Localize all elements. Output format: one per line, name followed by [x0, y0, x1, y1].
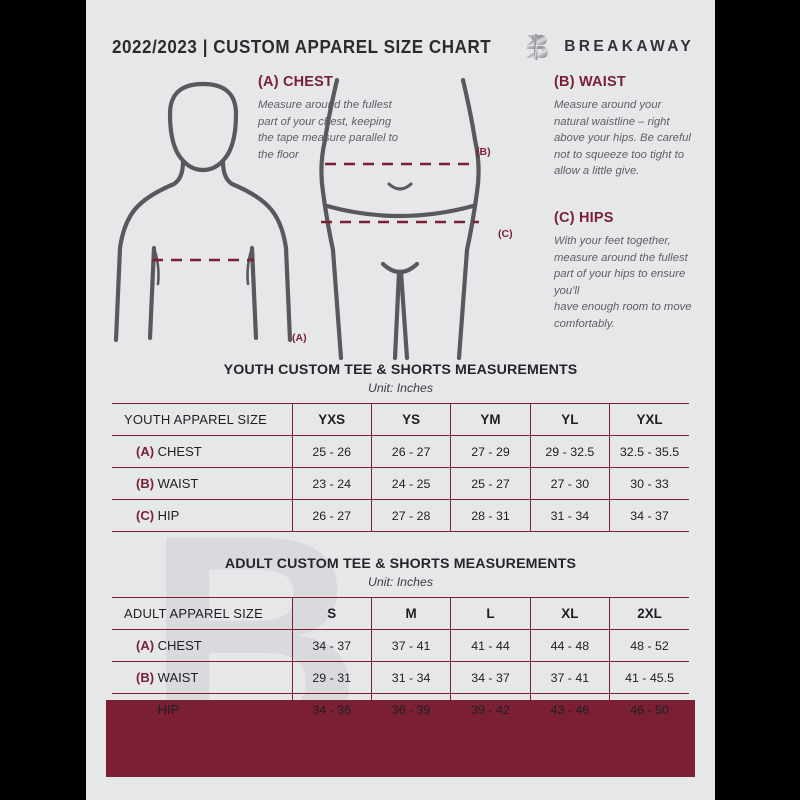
- adult-measurements-table: ADULT APPAREL SIZE S M L XL 2XL (A) CHEST 34 - …: [112, 597, 689, 726]
- measurement-tag: (B): [136, 476, 155, 491]
- youth-column-header-yxl: YXL: [609, 403, 689, 436]
- adult-column-header-m: M: [371, 597, 452, 630]
- measurement-value: 27 - 28: [371, 499, 452, 532]
- measurement-name: CHEST: [154, 444, 202, 459]
- measurement-value: 36 - 39: [371, 693, 452, 726]
- youth-table-unit: Unit: Inches: [368, 381, 433, 395]
- youth-column-header-ys: YS: [371, 403, 452, 436]
- measurement-value: 31 - 34: [530, 499, 611, 532]
- measurement-value: 30 - 33: [609, 467, 689, 500]
- callout-chest: (A) CHEST Measure around the fullest par…: [258, 74, 400, 163]
- measurement-value: 25 - 26: [292, 435, 372, 468]
- brand-lockup: BREAKAWAY: [524, 32, 694, 62]
- youth-row-label-hip: (C) HIP: [112, 499, 293, 532]
- adult-table-unit: Unit: Inches: [368, 575, 433, 589]
- measurement-value: 25 - 27: [450, 467, 531, 500]
- adult-row-label-waist: (B) WAIST: [112, 661, 293, 694]
- measurement-name: CHEST: [154, 638, 202, 653]
- measurement-value: 41 - 44: [450, 629, 531, 662]
- page-title: 2022/2023 | CUSTOM APPAREL SIZE CHART: [112, 36, 492, 57]
- callout-waist-body: Measure around your natural waistline – …: [554, 99, 691, 178]
- lower-body-figure: [319, 77, 481, 361]
- callout-waist: (B) WAIST Measure around your natural wa…: [554, 74, 696, 180]
- measurement-diagram: (A) (B) (C) (A) CHEST Me: [86, 70, 715, 362]
- measurement-value: 46 - 50: [609, 693, 689, 726]
- measurement-value: 43 - 46: [530, 693, 611, 726]
- table-row: (B) WAIST 29 - 31 31 - 34 34 - 37 37 - 41 41 …: [112, 661, 689, 694]
- youth-column-header-yxs: YXS: [292, 403, 372, 436]
- measurement-name: WAIST: [154, 476, 199, 491]
- adult-column-header-l: L: [450, 597, 531, 630]
- chest-line-label: (A): [292, 332, 307, 344]
- measurement-tag: (C): [136, 702, 155, 717]
- callout-waist-heading: (B) WAIST: [554, 74, 626, 90]
- size-chart-page: B 2022/2023 | CUSTOM APPAREL SIZE CHART: [86, 0, 715, 800]
- measurement-value: 48 - 52: [609, 629, 689, 662]
- youth-column-header-ym: YM: [450, 403, 531, 436]
- callout-hips-body: With your feet together, measure around …: [554, 235, 692, 330]
- measurement-name: HIP: [154, 508, 180, 523]
- youth-row-label-chest: (A) CHEST: [112, 435, 293, 468]
- measurement-value: 34 - 36: [292, 693, 372, 726]
- adult-row-label-chest: (A) CHEST: [112, 629, 293, 662]
- measurement-value: 37 - 41: [371, 629, 452, 662]
- youth-table-title: YOUTH CUSTOM TEE & SHORTS MEASUREMENTS: [223, 362, 578, 378]
- callout-hips-heading: (C) HIPS: [554, 210, 614, 226]
- upper-body-figure: [113, 81, 293, 343]
- measurement-value: 34 - 37: [450, 661, 531, 694]
- measurement-value: 28 - 31: [450, 499, 531, 532]
- adult-column-header-2xl: 2XL: [609, 597, 689, 630]
- measurement-value: 24 - 25: [371, 467, 452, 500]
- measurement-value: 41 - 45.5: [609, 661, 689, 694]
- breakaway-b-logo-icon: [526, 34, 549, 60]
- adult-header-row: ADULT APPAREL SIZE S M L XL 2XL: [112, 597, 689, 630]
- waist-line-label: (B): [476, 146, 491, 158]
- youth-measurements-table: YOUTH APPAREL SIZE YXS YS YM YL YXL (A) CHEST 2…: [112, 403, 689, 532]
- youth-header-row: YOUTH APPAREL SIZE YXS YS YM YL YXL: [112, 403, 689, 436]
- measurement-value: 34 - 37: [292, 629, 372, 662]
- measurement-value: 27 - 30: [530, 467, 611, 500]
- adult-row-header-label: ADULT APPAREL SIZE: [112, 597, 293, 630]
- youth-row-label-waist: (B) WAIST: [112, 467, 293, 500]
- measurement-tag: (A): [136, 444, 155, 459]
- table-row: (C) HIP 34 - 36 36 - 39 39 - 42 43 - 46 46 - …: [112, 693, 689, 726]
- measurement-value: 39 - 42: [450, 693, 531, 726]
- brand-name: BREAKAWAY: [564, 38, 695, 55]
- page-header: 2022/2023 | CUSTOM APPAREL SIZE CHART: [86, 0, 715, 66]
- table-row: (C) HIP 26 - 27 27 - 28 28 - 31 31 - 34 34 - …: [112, 499, 689, 532]
- adult-table-block: ADULT CUSTOM TEE & SHORTS MEASUREMENTS U…: [86, 556, 715, 726]
- measurement-value: 26 - 27: [292, 499, 372, 532]
- measurement-value: 34 - 37: [609, 499, 689, 532]
- measurement-value: 27 - 29: [450, 435, 531, 468]
- callout-chest-heading: (A) CHEST: [258, 74, 334, 90]
- table-row: (B) WAIST 23 - 24 24 - 25 25 - 27 27 - 30 30 …: [112, 467, 689, 500]
- adult-row-label-hip: (C) HIP: [112, 693, 293, 726]
- measurement-name: HIP: [154, 702, 180, 717]
- measurement-value: 23 - 24: [292, 467, 372, 500]
- measurement-tag: (C): [136, 508, 155, 523]
- hip-line-label: (C): [498, 228, 513, 240]
- measurement-value: 29 - 32.5: [530, 435, 611, 468]
- table-row: (A) CHEST 25 - 26 26 - 27 27 - 29 29 - 32.5 3…: [112, 435, 689, 468]
- measurement-value: 29 - 31: [292, 661, 372, 694]
- measurement-tag: (A): [136, 638, 155, 653]
- navel-icon: [387, 182, 413, 191]
- table-row: (A) CHEST 34 - 37 37 - 41 41 - 44 44 - 48 48 …: [112, 629, 689, 662]
- youth-column-header-yl: YL: [530, 403, 611, 436]
- measurement-value: 44 - 48: [530, 629, 611, 662]
- youth-table-block: YOUTH CUSTOM TEE & SHORTS MEASUREMENTS U…: [86, 362, 715, 532]
- measurement-tag: (B): [136, 670, 155, 685]
- adult-column-header-s: S: [292, 597, 372, 630]
- measurement-value: 26 - 27: [371, 435, 452, 468]
- adult-table-title: ADULT CUSTOM TEE & SHORTS MEASUREMENTS: [224, 556, 577, 572]
- adult-column-header-xl: XL: [530, 597, 611, 630]
- callout-chest-body: Measure around the fullest part of your …: [258, 99, 399, 161]
- measurement-value: 37 - 41: [530, 661, 611, 694]
- measurement-value: 32.5 - 35.5: [609, 435, 689, 468]
- youth-row-header-label: YOUTH APPAREL SIZE: [112, 403, 293, 436]
- callout-hips: (C) HIPS With your feet together, measur…: [554, 210, 696, 333]
- measurement-name: WAIST: [154, 670, 199, 685]
- measurement-value: 31 - 34: [371, 661, 452, 694]
